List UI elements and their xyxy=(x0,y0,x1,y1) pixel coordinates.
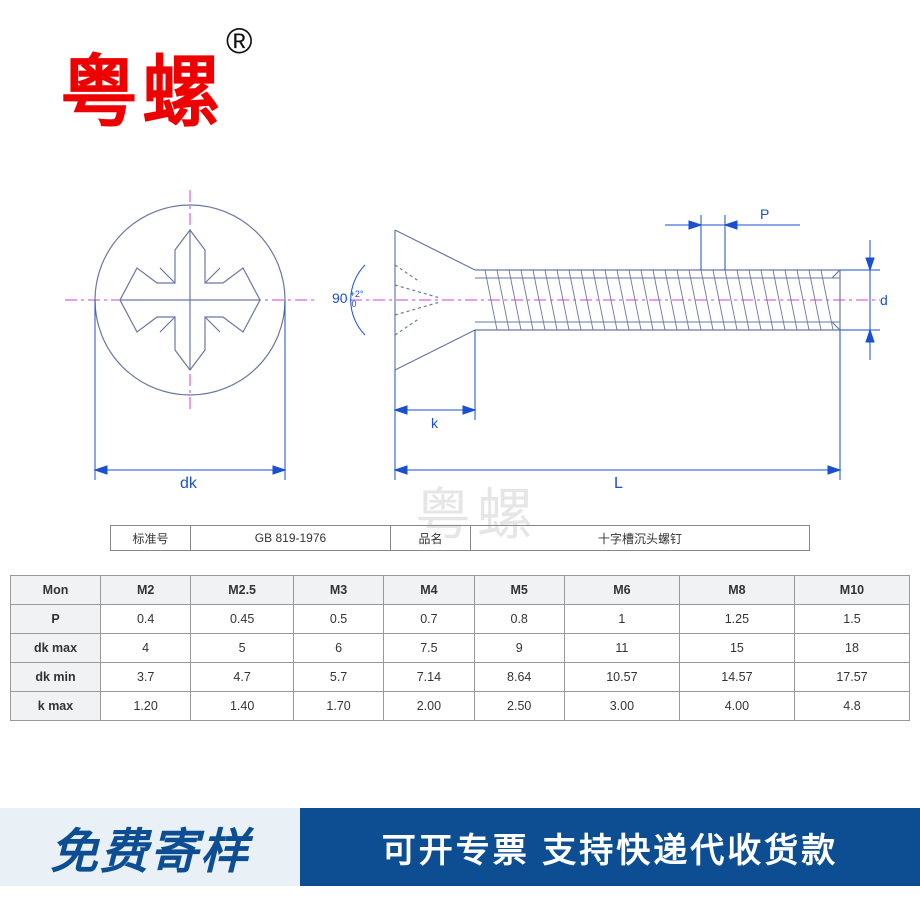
spec-cell: 11 xyxy=(564,634,679,663)
table-row: dk max4567.59111518 xyxy=(11,634,910,663)
spec-cell: 0.5 xyxy=(293,605,383,634)
spec-cell: 6 xyxy=(293,634,383,663)
dim-label-angle: 90+2°0 xyxy=(332,290,366,306)
spec-cell: 1 xyxy=(564,605,679,634)
info-label-name: 品名 xyxy=(391,526,471,550)
registered-mark: ® xyxy=(226,20,253,61)
spec-cell: 2.00 xyxy=(384,692,474,721)
footer-right-text: 可开专票 支持快递代收货款 xyxy=(382,823,838,872)
dim-label-dk: dk xyxy=(180,475,197,493)
spec-cell: 0.4 xyxy=(101,605,191,634)
spec-row-head: k max xyxy=(11,692,101,721)
spec-cell: 1.25 xyxy=(679,605,794,634)
spec-row-head: dk max xyxy=(11,634,101,663)
spec-cell: 5 xyxy=(191,634,294,663)
footer-left-text: 免费寄样 xyxy=(50,812,250,882)
spec-cell: 4.7 xyxy=(191,663,294,692)
spec-cell: 0.7 xyxy=(384,605,474,634)
spec-cell: 1.70 xyxy=(293,692,383,721)
spec-col-size: M6 xyxy=(564,576,679,605)
footer-banner: 免费寄样 可开专票 支持快递代收货款 xyxy=(0,808,920,886)
spec-cell: 4.8 xyxy=(794,692,909,721)
spec-cell: 5.7 xyxy=(293,663,383,692)
spec-cell: 0.8 xyxy=(474,605,564,634)
brand-text: 粤螺 xyxy=(60,30,224,142)
dim-label-P: P xyxy=(760,206,769,222)
spec-cell: 15 xyxy=(679,634,794,663)
spec-cell: 3.00 xyxy=(564,692,679,721)
dim-label-d: d xyxy=(880,292,888,308)
spec-cell: 1.40 xyxy=(191,692,294,721)
dim-label-k: k xyxy=(431,415,438,431)
spec-cell: 1.20 xyxy=(101,692,191,721)
table-row: dk min3.74.75.77.148.6410.5714.5717.57 xyxy=(11,663,910,692)
spec-cell: 14.57 xyxy=(679,663,794,692)
brand-logo: 粤螺® xyxy=(60,30,251,142)
spec-cell: 3.7 xyxy=(101,663,191,692)
spec-row-head: dk min xyxy=(11,663,101,692)
spec-cell: 8.64 xyxy=(474,663,564,692)
footer-left: 免费寄样 xyxy=(0,808,300,886)
spec-row-head: P xyxy=(11,605,101,634)
spec-cell: 2.50 xyxy=(474,692,564,721)
table-row: k max1.201.401.702.002.503.004.004.8 xyxy=(11,692,910,721)
table-row: P0.40.450.50.70.811.251.5 xyxy=(11,605,910,634)
info-label-std: 标准号 xyxy=(111,526,191,550)
standard-info-bar: 标准号 GB 819-1976 品名 十字槽沉头螺钉 xyxy=(110,525,810,551)
spec-cell: 7.5 xyxy=(384,634,474,663)
dim-label-L: L xyxy=(614,475,623,493)
spec-col-size: M2.5 xyxy=(191,576,294,605)
spec-col-mon: Mon xyxy=(11,576,101,605)
spec-cell: 1.5 xyxy=(794,605,909,634)
info-value-name: 十字槽沉头螺钉 xyxy=(471,526,809,550)
spec-col-size: M8 xyxy=(679,576,794,605)
spec-cell: 4.00 xyxy=(679,692,794,721)
spec-col-size: M4 xyxy=(384,576,474,605)
spec-cell: 7.14 xyxy=(384,663,474,692)
spec-cell: 0.45 xyxy=(191,605,294,634)
spec-cell: 9 xyxy=(474,634,564,663)
spec-cell: 18 xyxy=(794,634,909,663)
spec-col-size: M2 xyxy=(101,576,191,605)
spec-table: MonM2M2.5M3M4M5M6M8M10 P0.40.450.50.70.8… xyxy=(10,575,910,721)
spec-col-size: M5 xyxy=(474,576,564,605)
spec-col-size: M3 xyxy=(293,576,383,605)
technical-diagram: dk 90+2°0 k L P d xyxy=(0,170,920,510)
spec-cell: 10.57 xyxy=(564,663,679,692)
info-value-std: GB 819-1976 xyxy=(191,526,391,550)
spec-col-size: M10 xyxy=(794,576,909,605)
spec-cell: 17.57 xyxy=(794,663,909,692)
footer-right: 可开专票 支持快递代收货款 xyxy=(300,808,920,886)
spec-cell: 4 xyxy=(101,634,191,663)
